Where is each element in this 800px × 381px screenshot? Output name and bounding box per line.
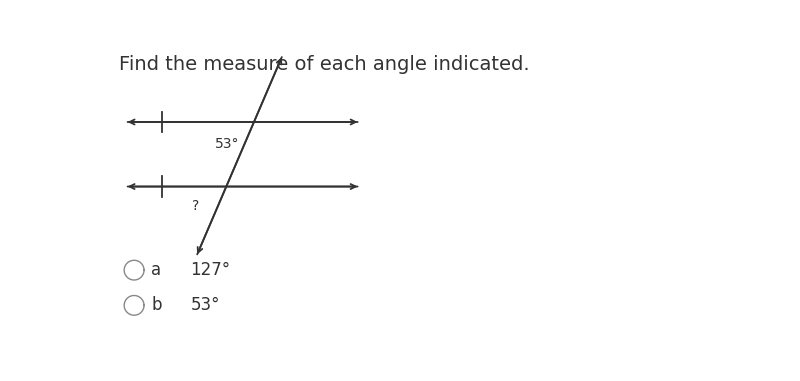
Text: b: b	[151, 296, 162, 314]
Text: Find the measure of each angle indicated.: Find the measure of each angle indicated…	[118, 54, 530, 74]
Text: 53°: 53°	[190, 296, 220, 314]
Text: a: a	[151, 261, 162, 279]
Text: ?: ?	[192, 199, 199, 213]
Text: 53°: 53°	[214, 137, 239, 151]
Text: 127°: 127°	[190, 261, 230, 279]
